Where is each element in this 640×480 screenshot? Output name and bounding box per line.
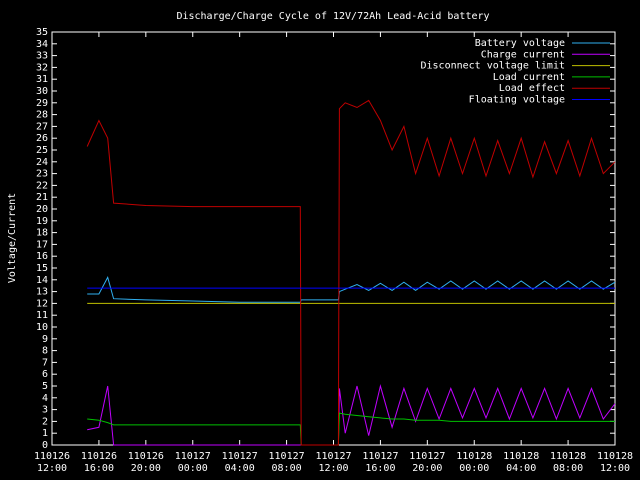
series-line bbox=[87, 276, 616, 303]
y-tick-label: 18 bbox=[36, 228, 48, 239]
y-axis-label: Voltage/Current bbox=[7, 193, 18, 283]
series-line bbox=[86, 99, 616, 446]
x-tick-label: 110128 00:00 bbox=[456, 451, 492, 474]
y-tick-label: 22 bbox=[36, 180, 48, 191]
y-tick-label: 35 bbox=[36, 27, 48, 38]
x-tick-label-line: 20:00 bbox=[412, 463, 442, 474]
x-tick-label-line: 04:00 bbox=[506, 463, 536, 474]
x-tick-label: 110126 12:00 bbox=[34, 451, 70, 474]
y-tick-label: 10 bbox=[36, 322, 48, 333]
x-tick-label-line: 110127 bbox=[269, 451, 305, 462]
y-tick-label: 1 bbox=[42, 428, 48, 439]
chart-title: Discharge/Charge Cycle of 12V/72Ah Lead-… bbox=[176, 11, 489, 22]
y-tick-label: 21 bbox=[36, 192, 48, 203]
series-line bbox=[87, 384, 616, 446]
x-tick-label-line: 16:00 bbox=[365, 463, 395, 474]
legend-label: Disconnect voltage limit bbox=[421, 61, 566, 72]
legend-label: Battery voltage bbox=[475, 38, 565, 49]
y-tick-label: 34 bbox=[36, 39, 48, 50]
x-tick-label-line: 16:00 bbox=[84, 463, 114, 474]
y-tick-label: 17 bbox=[36, 239, 48, 250]
x-tick-label-line: 110128 bbox=[503, 451, 539, 462]
x-tick-label-line: 12:00 bbox=[318, 463, 348, 474]
y-tick-label: 16 bbox=[36, 251, 48, 262]
x-tick-label-line: 20:00 bbox=[131, 463, 161, 474]
y-tick-label: 13 bbox=[36, 287, 48, 298]
x-tick-label: 110128 04:00 bbox=[503, 451, 539, 474]
x-tick-label-line: 110128 bbox=[597, 451, 633, 462]
series-line bbox=[87, 412, 615, 446]
x-tick-label-line: 110127 bbox=[222, 451, 258, 462]
y-tick-label: 5 bbox=[42, 381, 48, 392]
y-tick-label: 19 bbox=[36, 216, 48, 227]
y-tick-label: 20 bbox=[36, 204, 48, 215]
x-tick-label-line: 00:00 bbox=[178, 463, 208, 474]
x-tick-label-line: 04:00 bbox=[225, 463, 255, 474]
y-tick-label: 27 bbox=[36, 121, 48, 132]
y-tick-label: 23 bbox=[36, 169, 48, 180]
x-tick-label-line: 08:00 bbox=[553, 463, 583, 474]
y-tick-label: 11 bbox=[36, 310, 48, 321]
x-tick-label: 110127 12:00 bbox=[315, 451, 351, 474]
x-tick-label: 110126 20:00 bbox=[128, 451, 164, 474]
x-tick-label: 110128 08:00 bbox=[550, 451, 586, 474]
y-tick-label: 24 bbox=[36, 157, 48, 168]
x-tick-label-line: 110126 bbox=[81, 451, 117, 462]
y-tick-label: 7 bbox=[42, 357, 48, 368]
x-tick-label-line: 110127 bbox=[175, 451, 211, 462]
y-tick-label: 8 bbox=[42, 346, 48, 357]
y-tick-label: 0 bbox=[42, 440, 48, 451]
y-tick-label: 30 bbox=[36, 86, 48, 97]
y-tick-label: 2 bbox=[42, 416, 48, 427]
x-tick-label-line: 110127 bbox=[409, 451, 445, 462]
x-tick-label: 110126 16:00 bbox=[81, 451, 117, 474]
x-tick-label-line: 12:00 bbox=[600, 463, 630, 474]
y-tick-label: 12 bbox=[36, 298, 48, 309]
x-tick-label-line: 12:00 bbox=[37, 463, 67, 474]
legend-label: Charge current bbox=[481, 49, 565, 60]
x-tick-label-line: 110126 bbox=[34, 451, 70, 462]
x-tick-label-line: 110127 bbox=[362, 451, 398, 462]
x-tick-label: 110127 00:00 bbox=[175, 451, 211, 474]
legend-label: Floating voltage bbox=[469, 95, 565, 106]
legend-label: Load current bbox=[493, 72, 565, 83]
y-tick-label: 3 bbox=[42, 405, 48, 416]
y-tick-label: 32 bbox=[36, 62, 48, 73]
x-tick-label-line: 110128 bbox=[456, 451, 492, 462]
y-tick-label: 14 bbox=[36, 275, 48, 286]
x-tick-label-line: 00:00 bbox=[459, 463, 489, 474]
y-tick-label: 4 bbox=[42, 393, 48, 404]
y-tick-label: 29 bbox=[36, 98, 48, 109]
y-tick-label: 9 bbox=[42, 334, 48, 345]
y-tick-label: 15 bbox=[36, 263, 48, 274]
x-tick-label-line: 110127 bbox=[315, 451, 351, 462]
legend-label: Load effect bbox=[499, 83, 565, 94]
y-tick-label: 31 bbox=[36, 74, 48, 85]
y-tick-label: 33 bbox=[36, 51, 48, 62]
y-tick-label: 25 bbox=[36, 145, 48, 156]
x-tick-label: 110128 12:00 bbox=[597, 451, 633, 474]
x-tick-label: 110127 20:00 bbox=[409, 451, 445, 474]
y-tick-label: 28 bbox=[36, 110, 48, 121]
x-tick-label: 110127 04:00 bbox=[222, 451, 258, 474]
y-tick-label: 26 bbox=[36, 133, 48, 144]
x-tick-label: 110127 16:00 bbox=[362, 451, 398, 474]
y-tick-label: 6 bbox=[42, 369, 48, 380]
x-tick-label-line: 08:00 bbox=[272, 463, 302, 474]
x-tick-label-line: 110126 bbox=[128, 451, 164, 462]
x-tick-label-line: 110128 bbox=[550, 451, 586, 462]
x-tick-label: 110127 08:00 bbox=[269, 451, 305, 474]
